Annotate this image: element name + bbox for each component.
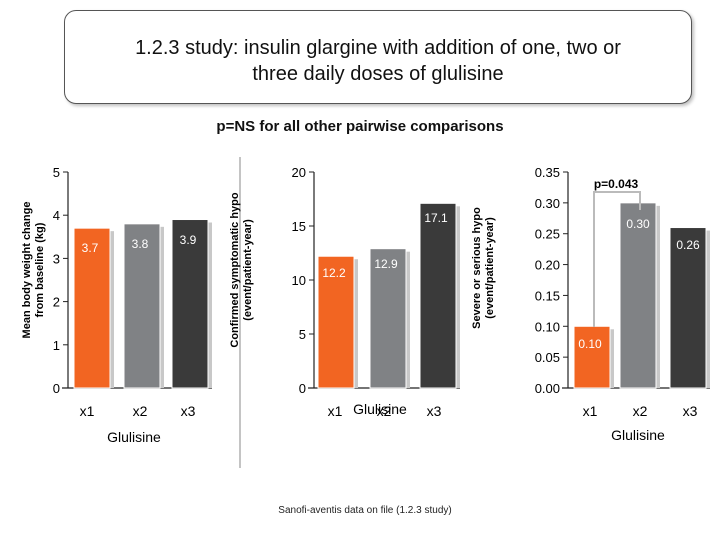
y-axis-label-line: Mean body weight change xyxy=(21,202,33,339)
y-tick-label: 5 xyxy=(299,327,306,342)
comparison-note: p=NS for all other pairwise comparisons xyxy=(216,118,504,135)
y-tick-label: 0 xyxy=(299,381,306,396)
data-label: 12.9 xyxy=(374,257,398,271)
slide-title: 1.2.3 study: insulin glargine with addit… xyxy=(135,37,621,85)
y-tick-label: 15 xyxy=(292,219,306,234)
bar-x2 xyxy=(123,223,161,389)
category-label: x2 xyxy=(377,403,392,419)
category-label: x1 xyxy=(583,403,598,419)
data-label: 0.10 xyxy=(578,337,602,351)
y-tick-label: 10 xyxy=(292,273,306,288)
significance-bracket xyxy=(593,191,641,327)
y-tick-label: 0.10 xyxy=(535,319,560,334)
category-label: x2 xyxy=(633,403,648,419)
y-axis-label-line: (event/patient-year) xyxy=(484,217,496,319)
y-tick-label: 20 xyxy=(292,165,306,180)
y-tick-label: 2 xyxy=(53,295,60,310)
y-axis-label-line: Confirmed symptomatic hypo xyxy=(229,192,241,348)
data-label: 17.1 xyxy=(424,211,448,225)
y-tick-label: 1 xyxy=(53,338,60,353)
y-tick-label: 0.25 xyxy=(535,227,560,242)
y-tick-label: 0.35 xyxy=(535,165,560,180)
bar-x3 xyxy=(419,202,457,389)
bar-x3 xyxy=(171,219,209,389)
y-axis-label: Mean body weight changefrom baseline (kg… xyxy=(21,202,46,339)
y-tick-label: 0.20 xyxy=(535,258,560,273)
bar-x2 xyxy=(369,248,407,389)
category-label: x3 xyxy=(181,403,196,419)
category-label: x3 xyxy=(427,403,442,419)
y-tick-label: 0.05 xyxy=(535,350,560,365)
y-tick-label: 4 xyxy=(53,208,60,223)
y-tick-label: 0 xyxy=(53,381,60,396)
source-note: Sanofi-aventis data on file (1.2.3 study… xyxy=(278,505,452,516)
y-axis-label-line: from baseline (kg) xyxy=(34,222,46,317)
group-label: Glulisine xyxy=(353,401,407,417)
y-axis-label-line: Severe or serious hypo xyxy=(471,207,483,329)
y-tick-label: 0.30 xyxy=(535,196,560,211)
bar-x1 xyxy=(573,325,611,389)
group-label: Glulisine xyxy=(107,429,161,445)
data-label: 0.26 xyxy=(676,238,700,252)
bar-x3 xyxy=(669,227,707,389)
data-label: 3.7 xyxy=(82,241,99,255)
title-box: 1.2.3 study: insulin glargine with addit… xyxy=(64,10,692,104)
category-label: x1 xyxy=(328,403,343,419)
y-tick-label: 3 xyxy=(53,251,60,266)
data-label: 12.2 xyxy=(322,266,346,280)
y-axis-label: Severe or serious hypo(event/patient-yea… xyxy=(471,207,496,329)
bar-x1 xyxy=(317,255,355,389)
bar-x1 xyxy=(73,227,111,389)
y-axis-label: Confirmed symptomatic hypo(event/patient… xyxy=(229,192,254,348)
data-label: 0.30 xyxy=(626,217,650,231)
data-label: 3.9 xyxy=(180,233,197,247)
category-label: x3 xyxy=(683,403,698,419)
y-tick-label: 0.00 xyxy=(535,381,560,396)
p-value-annotation: p=0.043 xyxy=(594,177,639,191)
y-tick-label: 0.15 xyxy=(535,288,560,303)
y-axis-label-line: (event/patient-year) xyxy=(242,219,254,321)
group-label: Glulisine xyxy=(611,427,665,443)
category-label: x1 xyxy=(80,403,95,419)
data-label: 3.8 xyxy=(132,237,149,251)
bar-x2 xyxy=(619,202,657,389)
category-label: x2 xyxy=(133,403,148,419)
y-tick-label: 5 xyxy=(53,165,60,180)
